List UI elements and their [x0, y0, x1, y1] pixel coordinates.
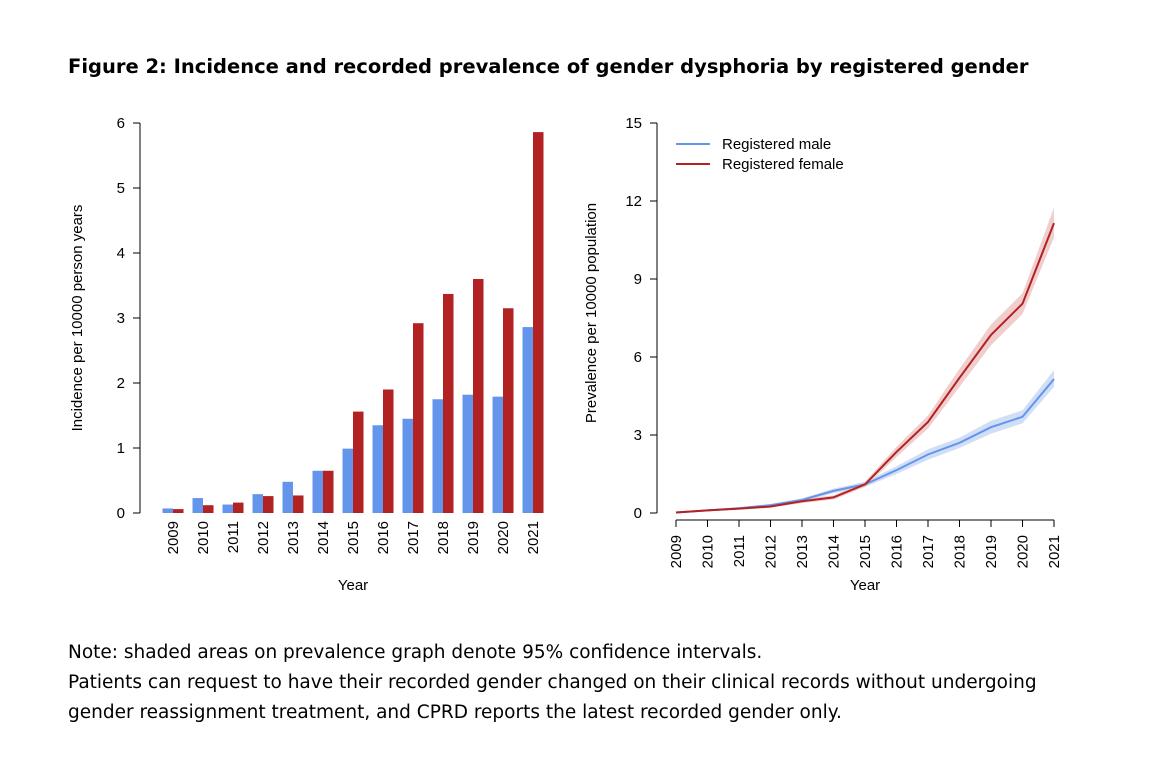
x-tick-label: 2020	[495, 521, 512, 554]
x-tick-label: 2016	[889, 535, 906, 568]
x-axis-title: Year	[338, 577, 368, 594]
y-tick-label: 12	[625, 193, 642, 210]
ci-band-female	[676, 207, 1054, 513]
x-tick-label: 2021	[525, 521, 542, 554]
x-tick-label: 2010	[700, 535, 717, 568]
x-axis-title: Year	[850, 577, 880, 594]
bar-female-2013	[293, 495, 304, 513]
ci-band-male	[676, 370, 1054, 513]
x-tick-label: 2012	[255, 521, 272, 554]
bar-female-2010	[203, 505, 214, 513]
bar-female-2009	[173, 509, 184, 513]
bar-male-2012	[252, 494, 263, 513]
x-tick-label: 2011	[731, 535, 748, 567]
bar-male-2010	[192, 498, 203, 513]
y-tick-label: 2	[117, 375, 125, 392]
x-tick-label: 2011	[225, 521, 242, 553]
x-tick-label: 2013	[285, 521, 302, 554]
bar-male-2017	[402, 418, 413, 513]
legend-label-male: Registered male	[722, 136, 831, 153]
figure-notes: Note: shaded areas on prevalence graph d…	[68, 638, 1037, 728]
bar-female-2019	[473, 279, 484, 513]
x-tick-label: 2018	[952, 535, 969, 568]
y-tick-label: 1	[117, 440, 125, 457]
y-tick-label: 0	[117, 505, 125, 522]
note-line-3: gender reassignment treatment, and CPRD …	[68, 702, 842, 723]
y-tick-label: 0	[634, 505, 642, 522]
bar-male-2021	[522, 327, 533, 513]
x-tick-label: 2015	[857, 535, 874, 568]
bar-male-2009	[162, 508, 173, 513]
x-tick-label: 2017	[405, 521, 422, 554]
y-tick-label: 6	[634, 349, 642, 366]
x-tick-label: 2021	[1046, 535, 1063, 568]
bar-female-2016	[383, 389, 394, 513]
y-tick-label: 9	[634, 271, 642, 288]
bar-male-2016	[372, 425, 383, 513]
bar-male-2019	[462, 394, 473, 513]
incidence-bar-chart: 0 1 2 3 4 5 6 2009 2010 2011 2012 2013 2014 2015 2016 2…	[69, 115, 544, 594]
line-male	[675, 378, 1055, 514]
bar-male-2020	[492, 396, 503, 513]
y-tick-label: 3	[117, 310, 125, 327]
x-tick-label: 2009	[165, 521, 182, 554]
bar-female-2014	[323, 470, 334, 513]
x-tick-label: 2020	[1015, 535, 1032, 568]
x-tick-label: 2014	[826, 535, 843, 568]
note-line-1: Note: shaded areas on prevalence graph d…	[68, 642, 763, 663]
x-tick-label: 2012	[763, 535, 780, 568]
x-tick-label: 2010	[195, 521, 212, 554]
y-tick-label: 4	[117, 245, 125, 262]
bar-female-2011	[233, 502, 244, 513]
y-tick-label: 5	[117, 180, 125, 197]
bar-male-2014	[312, 470, 323, 513]
bar-male-2015	[342, 448, 353, 513]
figure-title: Figure 2: Incidence and recorded prevale…	[68, 55, 1029, 78]
bar-male-2018	[432, 399, 443, 513]
bar-female-2017	[413, 323, 424, 513]
y-tick-label: 3	[634, 427, 642, 444]
x-tick-label: 2014	[315, 521, 332, 554]
bar-female-2015	[353, 411, 364, 513]
line-female	[675, 222, 1055, 514]
x-tick-label: 2016	[375, 521, 392, 554]
x-tick-label: 2013	[794, 535, 811, 568]
x-tick-label: 2017	[920, 535, 937, 568]
x-tick-label: 2019	[465, 521, 482, 554]
y-tick-label: 6	[117, 115, 125, 132]
x-tick-label: 2015	[345, 521, 362, 554]
note-line-2: Patients can request to have their recor…	[68, 672, 1037, 693]
bar-female-2012	[263, 496, 274, 513]
prevalence-line-chart: 0 3 6 9 12 15 2009 2010 2011 2012 2013 2014 2015 2016…	[583, 115, 1063, 594]
y-axis-title: Incidence per 10000 person years	[69, 205, 86, 432]
x-tick-label: 2018	[435, 521, 452, 554]
bar-female-2020	[503, 308, 514, 513]
legend-label-female: Registered female	[722, 156, 844, 173]
bar-male-2013	[282, 481, 293, 513]
x-tick-label: 2009	[668, 535, 685, 568]
bar-female-2018	[443, 293, 454, 513]
bar-male-2011	[222, 504, 233, 513]
y-tick-label: 15	[625, 115, 642, 132]
x-tick-label: 2019	[983, 535, 1000, 568]
y-axis-title: Prevalence per 10000 population	[583, 203, 600, 423]
bar-female-2021	[533, 132, 544, 513]
